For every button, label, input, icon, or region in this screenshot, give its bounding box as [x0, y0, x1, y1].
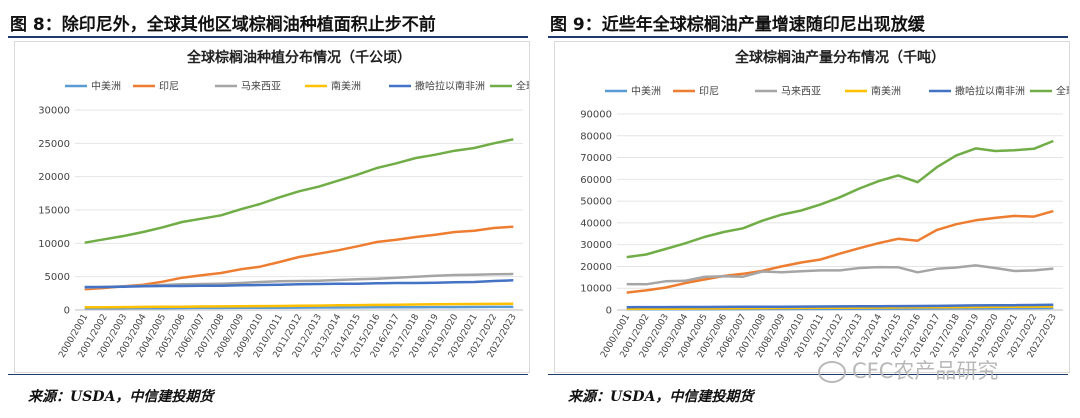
- y-tick-label: 20000: [580, 262, 612, 273]
- legend-label: 马来西亚: [241, 81, 281, 93]
- series-line: [84, 279, 514, 289]
- legend-label: 中美洲: [91, 80, 121, 93]
- y-tick-label: 10000: [580, 284, 612, 295]
- y-tick-label: 5000: [45, 272, 70, 283]
- series-line: [626, 139, 1054, 259]
- series-line: [84, 305, 514, 310]
- production-chart-svg: 全球棕榈油产量分布情况（千吨） 0 10000 20000 30000 40000 5000…: [580, 49, 1069, 360]
- right-panel: 图 9：近些年全球棕榈油产量增速随印尼出现放缓 全球棕榈油产量分布情况（千吨） 0…: [540, 0, 1080, 418]
- legend-label: 马来西亚: [781, 86, 821, 98]
- y-tick-label: 15000: [38, 206, 70, 217]
- legend-label: 南美洲: [871, 85, 901, 98]
- wechat-icon: [818, 361, 846, 383]
- y-tick-label: 0: [606, 306, 612, 317]
- legend-label: 印尼: [699, 86, 719, 98]
- y-tick-label: 10000: [38, 239, 70, 250]
- legend-label: 印尼: [159, 81, 179, 93]
- chart-title: 全球棕榈油产量分布情况（千吨）: [734, 49, 945, 66]
- y-tick-label: 70000: [580, 153, 612, 164]
- planting-area-chart: 全球棕榈油种植分布情况（千公顷） 0 5000 10000 15000 20000 2500…: [14, 41, 530, 373]
- y-tick-label: 0: [64, 306, 70, 317]
- legend-label: 全球: [1056, 85, 1069, 98]
- title-rule: [548, 36, 1068, 38]
- figure-title: 图 9：近些年全球棕榈油产量增速随印尼出现放缓: [550, 15, 925, 35]
- planting-area-chart-svg: 全球棕榈油种植分布情况（千公顷） 0 5000 10000 15000 20000 2500…: [38, 49, 529, 360]
- legend-label: 南美洲: [331, 80, 361, 93]
- source-rule: [548, 374, 1068, 375]
- y-tick-label: 30000: [38, 106, 70, 117]
- y-tick-label: 40000: [580, 218, 612, 229]
- source-rule: [8, 374, 528, 375]
- y-tick-label: 30000: [580, 240, 612, 251]
- series-line: [84, 138, 514, 244]
- y-tick-label: 25000: [38, 139, 70, 150]
- watermark-text: CFC农产品研究: [852, 359, 999, 383]
- series-line: [626, 305, 1054, 311]
- legend-label: 撒哈拉以南非洲: [955, 85, 1025, 98]
- y-tick-label: 50000: [580, 197, 612, 208]
- legend-label: 全球: [516, 80, 529, 93]
- y-tick-label: 90000: [580, 110, 612, 121]
- series-line: [84, 302, 514, 309]
- y-tick-label: 20000: [38, 172, 70, 183]
- series-line: [626, 209, 1054, 294]
- series-line: [626, 264, 1054, 286]
- source-note: 来源：USDA，中信建投期货: [28, 389, 214, 405]
- series-line: [626, 303, 1054, 309]
- legend-label: 中美洲: [631, 85, 661, 98]
- watermark: CFC农产品研究: [818, 355, 998, 385]
- title-rule: [8, 36, 528, 38]
- chart-title: 全球棕榈油种植分布情况（千公顷）: [186, 49, 411, 66]
- y-tick-label: 60000: [580, 175, 612, 186]
- series-line: [84, 225, 514, 291]
- source-note: 来源：USDA，中信建投期货: [568, 389, 754, 405]
- legend-label: 撒哈拉以南非洲: [415, 80, 485, 93]
- left-panel: 图 8：除印尼外，全球其他区域棕榈油种植面积止步不前 全球棕榈油种植分布情况（千…: [8, 15, 530, 405]
- y-tick-label: 80000: [580, 131, 612, 142]
- production-chart: 全球棕榈油产量分布情况（千吨） 0 10000 20000 30000 40000 5000…: [554, 41, 1070, 373]
- figure-title: 图 8：除印尼外，全球其他区域棕榈油种植面积止步不前: [10, 15, 436, 35]
